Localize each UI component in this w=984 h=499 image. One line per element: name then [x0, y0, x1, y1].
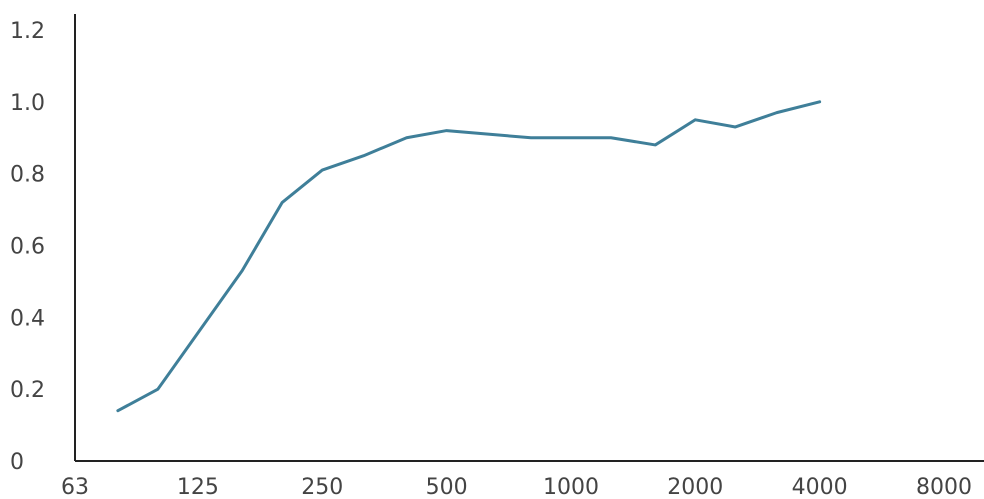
x-tick-label: 8000	[916, 475, 972, 499]
x-tick-label: 1000	[543, 475, 599, 499]
y-tick-label: 1.0	[10, 91, 45, 116]
series-line	[116, 100, 822, 413]
series-group	[116, 100, 822, 413]
y-tick-label: 0.8	[10, 163, 45, 188]
x-tick-label: 2000	[667, 475, 723, 499]
x-tick-label: 500	[426, 475, 468, 499]
y-tick-label: 0	[10, 450, 24, 475]
x-tick-label: 250	[301, 475, 343, 499]
y-tick-label: 0.6	[10, 235, 45, 260]
y-tick-label: 1.2	[10, 19, 45, 44]
x-tick-label: 63	[61, 475, 89, 499]
x-tick-labels: 63 125 250 500 1000 2000 4000 8000	[61, 475, 972, 499]
y-tick-label: 0.2	[10, 378, 45, 403]
y-tick-label: 0.4	[10, 306, 45, 331]
x-tick-label: 125	[177, 475, 219, 499]
axes	[74, 14, 984, 462]
y-tick-labels: 0 0.2 0.4 0.6 0.8 1.0 1.2	[10, 19, 45, 475]
x-tick-label: 4000	[792, 475, 848, 499]
